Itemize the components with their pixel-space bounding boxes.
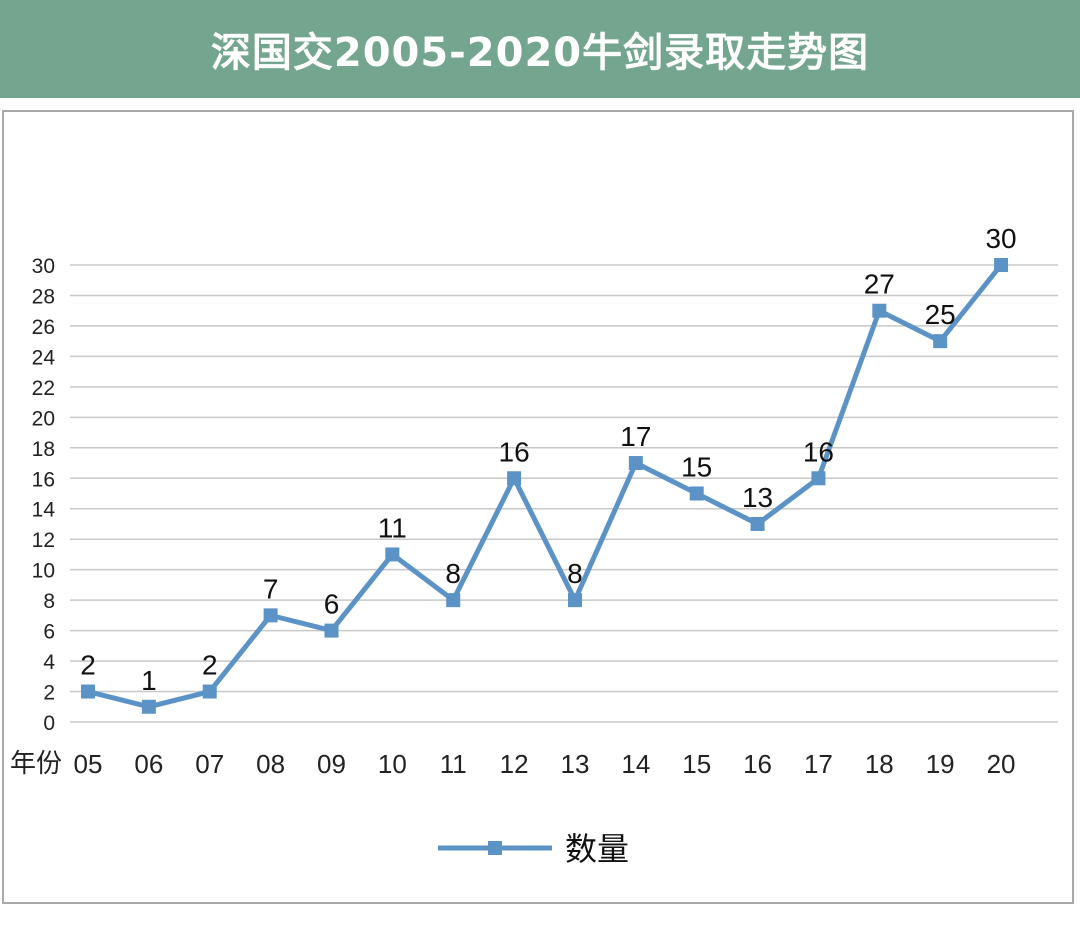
data-label: 1 [141,665,157,696]
y-tick-label: 10 [32,560,55,583]
y-tick-label: 20 [32,407,55,430]
data-label: 7 [263,573,279,604]
x-tick-label: 09 [317,749,346,779]
data-point-marker [689,486,704,501]
x-tick-label: 08 [256,749,285,779]
data-point-marker [567,593,582,608]
y-tick-label: 0 [43,712,55,735]
data-label: 17 [620,421,651,452]
y-tick-label: 22 [32,377,55,400]
data-label: 8 [445,558,461,589]
x-tick-label: 18 [865,749,894,779]
x-tick-label: 16 [743,749,772,779]
y-tick-label: 16 [32,468,55,491]
x-tick-label: 17 [804,749,833,779]
data-point-marker [872,303,887,318]
legend-label: 数量 [565,830,629,868]
x-tick-label: 15 [682,749,711,779]
y-tick-label: 12 [32,529,55,552]
x-tick-label: 12 [500,749,529,779]
data-label: 2 [80,650,96,681]
x-tick-label: 05 [74,749,103,779]
y-tick-label: 30 [32,255,55,278]
data-point-marker [81,684,95,699]
data-label: 13 [742,482,773,513]
data-point-marker [141,699,156,714]
data-point-marker [507,471,522,486]
y-tick-label: 2 [43,682,55,705]
x-tick-label: 13 [560,749,589,779]
y-tick-label: 26 [32,316,55,339]
y-tick-label: 18 [32,438,55,461]
chart-title: 深国交2005-2020牛剑录取走势图 [210,30,870,76]
data-point-marker [750,516,765,531]
data-label: 6 [324,589,340,620]
y-tick-label: 6 [43,621,55,644]
data-point-marker [324,623,339,638]
data-label: 2 [202,650,218,681]
data-label: 15 [681,452,712,483]
data-label: 30 [985,223,1016,254]
data-point-marker [994,258,1009,272]
x-tick-label: 07 [195,749,224,779]
data-point-marker [933,334,948,349]
y-tick-label: 14 [32,499,56,522]
data-point-marker [628,456,643,471]
data-point-marker [202,684,217,699]
chart-title-banner: 深国交2005-2020牛剑录取走势图 [0,0,1080,98]
chart-frame [2,110,1074,904]
data-label: 27 [864,269,895,300]
data-label: 16 [499,436,530,467]
x-tick-label: 11 [440,749,467,779]
y-tick-label: 28 [32,285,55,308]
x-tick-label: 20 [987,749,1016,779]
x-tick-label: 14 [621,749,650,779]
series-line [87,263,1004,710]
data-point-marker [385,547,400,562]
x-tick-label: 19 [926,749,955,779]
data-point-marker [263,608,278,623]
x-tick-label: 06 [134,749,163,779]
x-axis-label: 年份 [10,749,62,779]
y-tick-label: 8 [43,590,55,613]
y-tick-label: 24 [32,346,56,369]
legend-marker [488,841,502,855]
data-label: 25 [925,299,956,330]
x-tick-label: 10 [378,749,407,779]
y-tick-label: 4 [43,651,55,674]
data-point-marker [446,593,461,608]
data-point-marker [811,471,826,486]
data-label: 16 [803,436,834,467]
data-label: 8 [567,558,583,589]
data-label: 11 [378,512,407,543]
